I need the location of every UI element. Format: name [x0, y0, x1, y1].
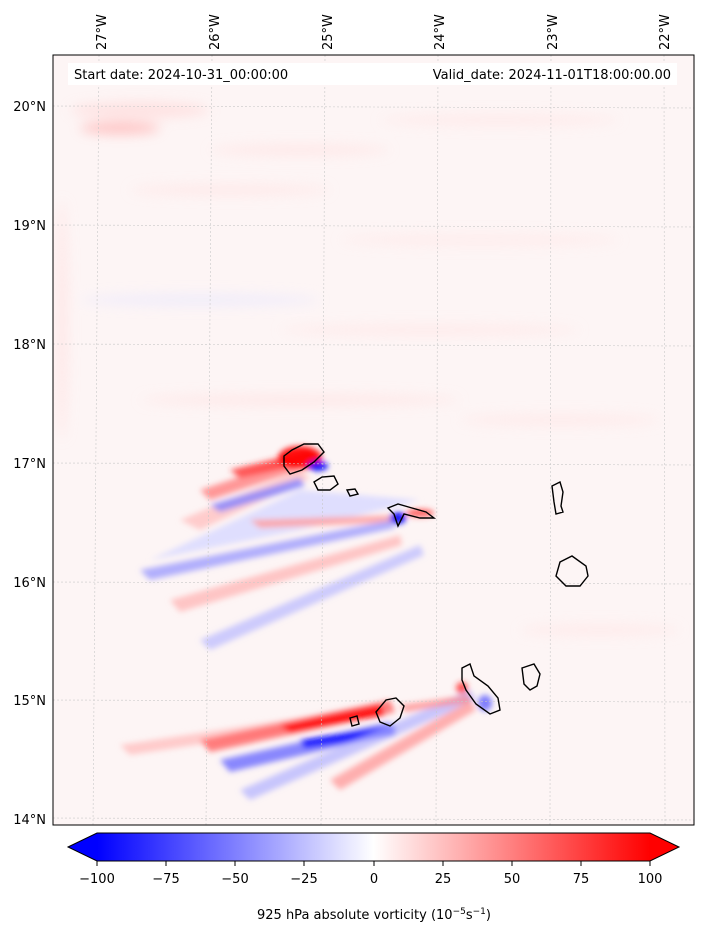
lon-label: 26°W [208, 14, 223, 50]
island-sao-nicolau [386, 503, 437, 528]
colorbar-tick-label: −75 [152, 872, 179, 887]
vorticity-field [56, 102, 680, 800]
colorbar-tick-label: 100 [638, 872, 663, 887]
colorbar-tick-label: −50 [221, 872, 248, 887]
lon-label: 24°W [433, 14, 448, 50]
colorbar-tick-label: −25 [290, 872, 317, 887]
lat-label: 14°N [13, 813, 46, 828]
lon-labels: 27°W 26°W 25°W 24°W 23°W 22°W [95, 14, 673, 50]
colorbar-tick-label: 50 [504, 872, 521, 887]
map-area [53, 55, 694, 825]
island-sao-vicente [313, 475, 339, 491]
lon-label: 22°W [658, 14, 673, 50]
lon-label: 27°W [95, 14, 110, 50]
island-brava [349, 715, 360, 727]
colorbar-gradient [97, 833, 650, 861]
island-fogo [375, 697, 405, 727]
colorbar-extend-min [68, 833, 97, 861]
colorbar-tick-label: 25 [435, 872, 452, 887]
gridlines [52, 54, 695, 826]
start-date-label: Start date: 2024-10-31_00:00:00 [74, 68, 288, 83]
colorbar-extend-max [650, 833, 679, 861]
colorbar-tick-labels: −100 −75 −50 −25 0 25 50 75 100 [79, 872, 662, 887]
lat-labels: 20°N 19°N 18°N 17°N 16°N 15°N 14°N [13, 100, 46, 828]
colorbar-tick-label: −100 [79, 872, 115, 887]
lat-label: 16°N [13, 576, 46, 591]
colorbar-label: 925 hPa absolute vorticity (10−5s−1) [257, 907, 491, 923]
lon-label: 25°W [321, 14, 336, 50]
lat-label: 17°N [13, 457, 46, 472]
island-boa-vista [555, 555, 589, 587]
lat-label: 19°N [13, 219, 46, 234]
lat-label: 20°N [13, 100, 46, 115]
island-sal [551, 481, 564, 515]
colorbar-tick-label: 0 [370, 872, 378, 887]
lat-label: 18°N [13, 338, 46, 353]
island-santo-antao [283, 443, 325, 475]
island-santa-luzia [345, 488, 360, 497]
valid-date-label: Valid_date: 2024-11-01T18:00:00.00 [433, 68, 671, 83]
lon-label: 23°W [546, 14, 561, 50]
island-maio [521, 663, 541, 691]
colorbar-tick-label: 75 [573, 872, 590, 887]
map-frame [52, 54, 695, 826]
island-santiago [461, 663, 501, 715]
coastlines [283, 443, 589, 727]
lat-label: 15°N [13, 694, 46, 709]
colorbar-ticks [96, 861, 651, 866]
header-box [68, 63, 677, 85]
colorbar [66, 832, 681, 862]
